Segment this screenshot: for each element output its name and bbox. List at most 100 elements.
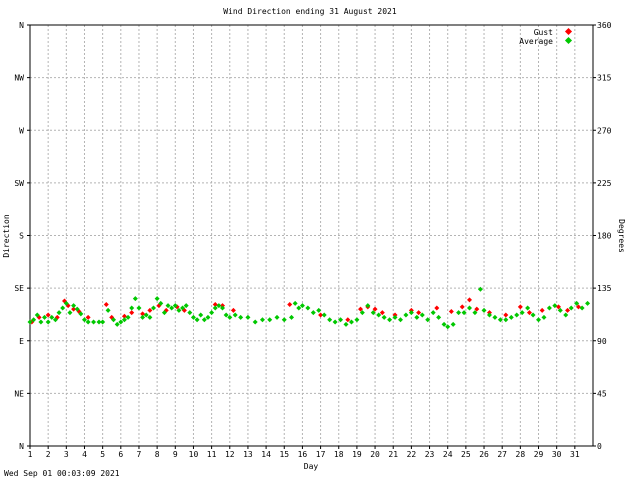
point-average: [530, 312, 536, 318]
point-average: [238, 314, 244, 320]
x-tick-label: 28: [516, 450, 526, 459]
x-tick-label: 22: [407, 450, 417, 459]
point-average: [74, 306, 80, 312]
point-average: [161, 310, 167, 316]
point-average: [180, 305, 186, 311]
x-tick-label: 2: [46, 450, 51, 459]
point-gust: [416, 310, 422, 316]
point-average: [209, 310, 215, 316]
x-tick-label: 23: [425, 450, 435, 459]
x-tick-label: 6: [118, 450, 123, 459]
x-tick-label: 24: [443, 450, 453, 459]
point-average: [111, 317, 117, 323]
point-average: [125, 314, 131, 320]
point-average: [354, 317, 360, 323]
y-tick-label-right: 315: [597, 74, 612, 83]
x-tick-label: 7: [137, 450, 142, 459]
point-average: [343, 321, 349, 327]
point-gust: [448, 309, 454, 315]
y-axis-label-left: Direction: [2, 214, 11, 258]
point-average: [85, 319, 91, 325]
point-average: [503, 317, 509, 323]
point-average: [154, 296, 160, 302]
legend-label-average: Average: [519, 37, 553, 46]
point-average: [486, 312, 492, 318]
x-tick-label: 16: [298, 450, 308, 459]
point-average: [169, 305, 175, 311]
point-average: [52, 317, 58, 323]
point-average: [71, 303, 77, 309]
point-average: [508, 314, 514, 320]
x-tick-label: 13: [243, 450, 253, 459]
point-average: [536, 317, 542, 323]
point-gust: [467, 297, 473, 303]
point-average: [143, 312, 149, 318]
x-tick-label: 17: [316, 450, 326, 459]
point-average: [321, 312, 327, 318]
point-average: [408, 310, 414, 316]
footer-timestamp: Wed Sep 01 00:03:09 2021: [4, 469, 120, 478]
point-average: [205, 314, 211, 320]
point-average: [232, 312, 238, 318]
point-gust: [459, 304, 465, 310]
point-average: [492, 314, 498, 320]
point-average: [557, 307, 563, 313]
point-average: [381, 314, 387, 320]
legend-swatch-gust: [564, 27, 573, 36]
point-average: [245, 314, 251, 320]
point-gust: [379, 310, 385, 316]
point-average: [129, 305, 135, 311]
point-gust: [147, 307, 153, 313]
point-average: [472, 310, 478, 316]
point-gust: [85, 314, 91, 320]
point-average: [158, 300, 164, 306]
y-tick-label-left: E: [19, 337, 24, 346]
point-average: [27, 319, 33, 325]
point-gust: [372, 306, 378, 312]
point-average: [165, 303, 171, 309]
x-tick-label: 3: [64, 450, 69, 459]
point-average: [436, 314, 442, 320]
point-average: [38, 319, 44, 325]
point-average: [56, 310, 62, 316]
point-average: [370, 310, 376, 316]
point-average: [172, 303, 178, 309]
point-average: [216, 303, 222, 309]
point-average: [568, 305, 574, 311]
point-average: [259, 317, 265, 323]
data-points: [27, 286, 591, 330]
point-average: [289, 314, 295, 320]
point-average: [477, 286, 483, 292]
point-average: [563, 312, 569, 318]
point-average: [441, 321, 447, 327]
x-tick-label: 27: [497, 450, 507, 459]
point-average: [497, 317, 503, 323]
chart-title: Wind Direction ending 31 August 2021: [223, 7, 397, 16]
x-tick-label: 19: [352, 450, 362, 459]
point-average: [267, 317, 273, 323]
y-tick-label-right: 225: [597, 179, 612, 188]
point-average: [359, 310, 365, 316]
point-average: [316, 307, 322, 313]
point-average: [132, 296, 138, 302]
point-average: [274, 314, 280, 320]
point-average: [198, 312, 204, 318]
point-average: [348, 319, 354, 325]
point-average: [456, 310, 462, 316]
point-gust: [503, 312, 509, 318]
point-average: [579, 305, 585, 311]
point-average: [299, 303, 305, 309]
x-tick-label: 11: [207, 450, 217, 459]
point-average: [481, 307, 487, 313]
point-average: [376, 312, 382, 318]
point-average: [397, 317, 403, 323]
x-axis-label: Day: [304, 462, 319, 471]
point-gust: [287, 301, 293, 307]
point-gust: [71, 306, 77, 312]
point-average: [387, 317, 393, 323]
point-gust: [474, 306, 480, 312]
x-tick-label: 15: [279, 450, 289, 459]
point-average: [585, 300, 591, 306]
x-tick-label: 9: [173, 450, 178, 459]
point-average: [419, 312, 425, 318]
